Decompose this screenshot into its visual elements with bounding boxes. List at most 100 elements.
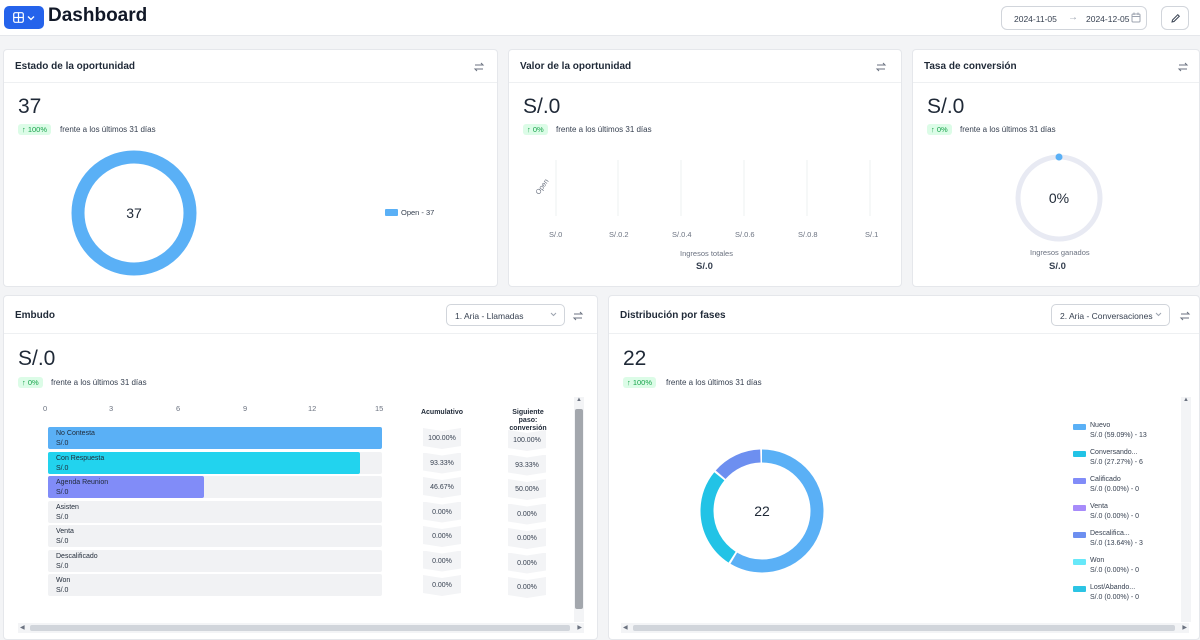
funnel-stage-label: Won xyxy=(56,577,71,584)
funnel-row[interactable]: Con Respuesta S/.0 xyxy=(48,451,382,474)
metric-value: S/.0 xyxy=(18,347,56,370)
vertical-scrollbar[interactable]: ▲ xyxy=(1181,397,1191,622)
scrollbar-thumb[interactable] xyxy=(30,625,570,631)
horizontal-scrollbar[interactable]: ◀ ▶ xyxy=(18,623,584,633)
siguiente-value: 50.00% xyxy=(508,479,546,500)
column-header-siguiente: Siguiente paso: conversión xyxy=(509,409,547,432)
funnel-stage-value: S/.0 xyxy=(56,587,69,594)
siguiente-value: 0.00% xyxy=(508,504,546,525)
arrow-right-icon: → xyxy=(1068,12,1078,23)
swap-icon[interactable] xyxy=(1177,61,1189,73)
pipeline-select[interactable]: 1. Aria - Llamadas xyxy=(446,304,565,326)
select-value: 2. Aria - Conversaciones xyxy=(1060,311,1153,321)
x-tick-label: 0 xyxy=(43,404,48,413)
scroll-left-icon[interactable]: ◀ xyxy=(20,625,25,631)
funnel-row[interactable]: No Contesta S/.0 xyxy=(48,427,382,449)
donut-slice-open[interactable] xyxy=(71,150,197,276)
funnel-stage-label: Descalificado xyxy=(56,552,98,560)
legend-swatch xyxy=(1073,478,1086,484)
funnel-row[interactable]: Venta S/.0 xyxy=(48,525,382,547)
legend-detail: S/.0 (0.00%) - 0 xyxy=(1090,594,1140,601)
card-title: Valor de la oportunidad xyxy=(520,61,632,72)
conversion-gauge: 0% xyxy=(1015,153,1103,242)
x-tick-label: S/.0 xyxy=(549,230,563,239)
legend-label: Won xyxy=(1090,557,1105,564)
scrollbar-thumb[interactable] xyxy=(575,409,583,609)
funnel-row[interactable]: Agenda Reunion S/.0 xyxy=(48,476,382,498)
funnel-bar[interactable] xyxy=(48,451,360,474)
legend-label: Calificado xyxy=(1090,476,1121,483)
date-range-picker[interactable]: 2024-11-05 → 2024-12-05 xyxy=(1001,6,1147,30)
legend-detail: S/.0 (0.00%) - 0 xyxy=(1090,513,1140,520)
x-tick-label: 9 xyxy=(243,404,248,413)
date-end[interactable]: 2024-12-05 xyxy=(1086,14,1130,24)
swap-icon[interactable] xyxy=(1179,310,1191,322)
footer-value: S/.0 xyxy=(1049,261,1066,272)
footer-label: Ingresos totales xyxy=(680,249,733,258)
legend-label: Lost/Abando... xyxy=(1090,584,1136,591)
chevron-down-icon xyxy=(550,312,557,317)
horizontal-scrollbar[interactable]: ◀ ▶ xyxy=(621,623,1189,633)
x-tick-label: S/.0.4 xyxy=(672,230,692,239)
edit-button[interactable] xyxy=(1161,6,1189,30)
top-bar: Dashboard 2024-11-05 → 2024-12-05 xyxy=(0,0,1200,36)
metric-value: S/.0 xyxy=(927,95,965,118)
funnel-bar[interactable] xyxy=(48,427,382,449)
funnel-stage-value: S/.0 xyxy=(56,513,69,521)
siguiente-value: 0.00% xyxy=(508,528,546,549)
swap-icon[interactable] xyxy=(473,61,485,73)
funnel-stage-label: Con Respuesta xyxy=(56,454,105,462)
card-title: Tasa de conversión xyxy=(924,61,1017,72)
acumulativo-value: 0.00% xyxy=(423,575,461,596)
column-header-acumulativo: Acumulativo xyxy=(420,409,463,416)
scrollbar-thumb[interactable] xyxy=(633,625,1175,631)
x-tick-label: S/.1 xyxy=(865,230,879,239)
scroll-left-icon[interactable]: ◀ xyxy=(623,625,628,631)
compare-text: frente a los últimos 31 días xyxy=(51,378,147,387)
legend-swatch xyxy=(1073,586,1086,592)
funnel-row[interactable]: Won S/.0 xyxy=(48,574,382,596)
siguiente-value: 0.00% xyxy=(508,577,546,598)
select-value: 1. Aria - Llamadas xyxy=(455,311,524,321)
card-header: Estado de la oportunidad xyxy=(4,50,497,83)
compare-text: frente a los últimos 31 días xyxy=(556,125,652,134)
calendar-icon[interactable] xyxy=(1131,12,1141,23)
funnel-stage-value: S/.0 xyxy=(56,538,69,545)
card-title: Embudo xyxy=(15,310,55,321)
compare-text: frente a los últimos 31 días xyxy=(60,125,156,134)
card-header: Tasa de conversión xyxy=(913,50,1199,83)
swap-icon[interactable] xyxy=(572,310,584,322)
legend-swatch xyxy=(1073,559,1086,565)
x-tick-label: S/.0.2 xyxy=(609,230,629,239)
legend-detail: S/.0 (0.00%) - 0 xyxy=(1090,567,1140,574)
scroll-right-icon[interactable]: ▶ xyxy=(577,625,582,631)
distribucion-donut-chart: 22 xyxy=(700,449,824,573)
valor-card: Valor de la oportunidad S/.0 ↑ 0% frente… xyxy=(508,49,902,287)
legend-label: Open - 37 xyxy=(401,208,435,217)
metric-value: 37 xyxy=(18,95,42,118)
funnel-row[interactable]: Asisten S/.0 xyxy=(48,500,382,523)
scroll-up-icon[interactable]: ▲ xyxy=(576,397,582,403)
category-label-open: Open xyxy=(535,178,551,196)
card-header: Valor de la oportunidad xyxy=(509,50,901,83)
legend-detail: S/.0 (0.00%) - 0 xyxy=(1090,486,1140,493)
funnel-row[interactable]: Descalificado S/.0 xyxy=(48,549,382,572)
change-badge: ↑ 100% xyxy=(18,124,52,135)
date-start[interactable]: 2024-11-05 xyxy=(1014,14,1057,24)
funnel-stage-value: S/.0 xyxy=(56,489,69,496)
layout-menu-button[interactable] xyxy=(4,6,44,29)
vertical-scrollbar[interactable]: ▲ xyxy=(574,397,584,622)
donut-slice[interactable] xyxy=(700,449,824,573)
scroll-up-icon[interactable]: ▲ xyxy=(1183,397,1189,403)
estado-card: Estado de la oportunidad 37 ↑ 100% frent… xyxy=(3,49,498,287)
swap-icon[interactable] xyxy=(875,61,887,73)
change-badge: ↑ 0% xyxy=(18,377,43,388)
pipeline-select[interactable]: 2. Aria - Conversaciones xyxy=(1051,304,1170,326)
legend-swatch xyxy=(1073,451,1086,457)
funnel-bar[interactable] xyxy=(48,476,204,498)
compare-text: frente a los últimos 31 días xyxy=(666,378,762,387)
funnel-stage-label: Agenda Reunion xyxy=(56,479,109,486)
donut-slice[interactable] xyxy=(700,449,824,573)
scroll-right-icon[interactable]: ▶ xyxy=(1182,625,1187,631)
compare-text: frente a los últimos 31 días xyxy=(960,125,1056,134)
